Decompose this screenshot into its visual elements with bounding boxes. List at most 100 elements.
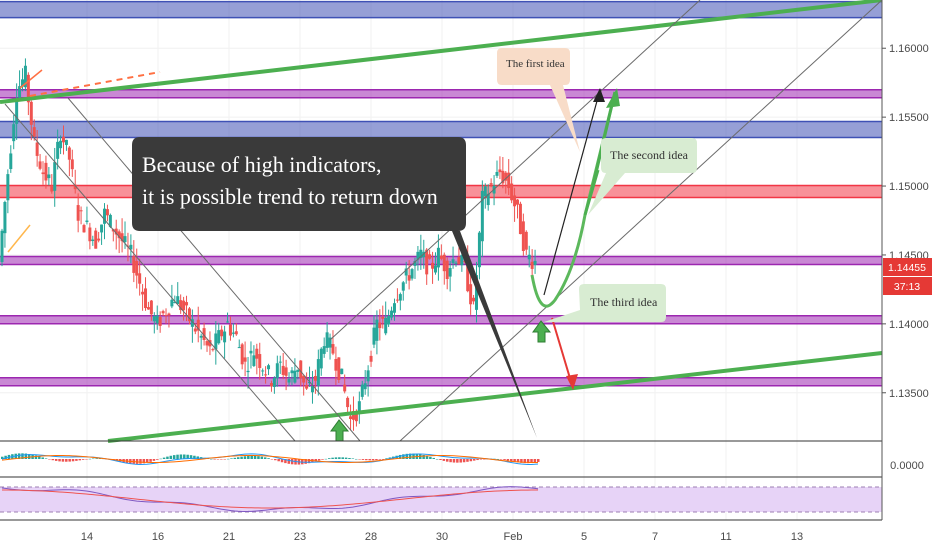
candle-body (357, 401, 361, 412)
candle-body (310, 385, 314, 393)
macd-bar (365, 459, 368, 461)
macd-bar (503, 459, 506, 460)
second-idea-callout[interactable]: The second idea (588, 138, 697, 215)
candle-body (428, 254, 432, 259)
level-band[interactable] (0, 315, 882, 324)
rsi-signal-line (1, 489, 539, 509)
candle-body (129, 244, 133, 250)
candle-body (144, 288, 148, 309)
macd-bar (375, 459, 378, 461)
first-idea-callout[interactable]: The first idea (497, 48, 580, 152)
level-band[interactable] (0, 256, 882, 265)
macd-bar (216, 459, 220, 460)
candle-body (507, 172, 511, 189)
candle-body (94, 230, 98, 249)
price-label-bg (883, 258, 932, 276)
candle-body (419, 249, 423, 258)
candle-body (387, 315, 391, 325)
macd-bar (402, 454, 405, 459)
x-tick-label: 11 (720, 531, 731, 543)
macd-bar (1, 456, 4, 459)
candle-body (108, 214, 112, 227)
level-band[interactable] (0, 1, 882, 18)
level-band[interactable] (0, 377, 882, 386)
macd-bar (186, 454, 189, 459)
candle-body (220, 329, 224, 337)
macd-bar (193, 455, 196, 459)
price-axis[interactable]: 1.160001.155001.150001.145001.140001.135… (881, 0, 932, 550)
macd-bar (378, 459, 382, 460)
macd-bar (526, 459, 530, 464)
candle-body (515, 199, 519, 205)
candle-body (275, 363, 279, 379)
orange-top-line (19, 69, 43, 89)
third-idea-arrow (551, 317, 573, 386)
x-tick-label: 5 (581, 531, 587, 543)
macd-bar (233, 457, 237, 459)
candle-body (530, 261, 534, 269)
candle-body (47, 174, 51, 179)
candle-body (480, 190, 484, 242)
macd-bar (75, 459, 78, 461)
descending-channel-line-2[interactable] (67, 97, 361, 442)
candle-body (518, 203, 522, 235)
candle-body (155, 315, 159, 324)
candle-body (460, 254, 464, 266)
macd-bar (280, 459, 284, 463)
candle-body (100, 224, 104, 233)
macd-bar (520, 459, 523, 463)
macd-bar (459, 459, 462, 463)
macd-bar (17, 453, 21, 459)
macd-bar (189, 455, 193, 459)
candle-body (469, 284, 473, 305)
candle-body (296, 369, 300, 372)
candle-body (360, 384, 364, 397)
level-band[interactable] (0, 89, 882, 98)
candle-body (495, 171, 499, 176)
candle-body (407, 275, 411, 281)
candle-body (158, 317, 162, 326)
ascending-channel-line-2[interactable] (399, 0, 883, 442)
x-tick-label: 13 (791, 531, 803, 543)
upper-trend-line[interactable] (0, 0, 883, 104)
candle-body (325, 332, 329, 348)
x-tick-label: Feb (504, 531, 523, 543)
candle-body (223, 331, 227, 343)
countdown-label: 37:13 (894, 281, 920, 293)
candle-body (413, 260, 417, 266)
candle-body (135, 260, 139, 276)
candle-body (252, 355, 256, 366)
rsi-pane[interactable] (0, 486, 882, 521)
macd-pane[interactable] (0, 440, 882, 478)
candle-body (369, 355, 373, 362)
macd-bar (38, 456, 41, 459)
orange-dashed-line[interactable] (29, 71, 161, 97)
macd-bar (68, 459, 71, 462)
macd-bar (472, 459, 476, 461)
macd-bar (510, 459, 513, 462)
third-idea-callout[interactable]: The third idea (544, 284, 666, 322)
macd-bar (98, 458, 102, 459)
candle-body (187, 308, 191, 322)
macd-histogram (1, 453, 540, 465)
candle-body (190, 319, 194, 327)
candle-body (59, 140, 63, 149)
macd-bar (51, 459, 55, 461)
candle-body (501, 170, 505, 184)
macd-bar (243, 456, 247, 459)
level-band[interactable] (0, 121, 882, 138)
candle-body (448, 268, 452, 277)
main-callout[interactable]: Because of high indicators, it is possib… (132, 137, 537, 438)
macd-bar (304, 459, 307, 464)
ascending-channel-line-1[interactable] (329, 0, 701, 341)
macd-bar (432, 457, 435, 459)
candle-body (340, 368, 344, 375)
descending-channel-line-1[interactable] (4, 103, 296, 442)
candle-body (439, 255, 443, 259)
time-axis[interactable]: 14 16 21 23 28 30 Feb 5 7 11 13 (81, 531, 803, 543)
lower-trend-line[interactable] (107, 351, 883, 443)
candle-body (29, 101, 33, 125)
macd-bar (523, 459, 527, 464)
